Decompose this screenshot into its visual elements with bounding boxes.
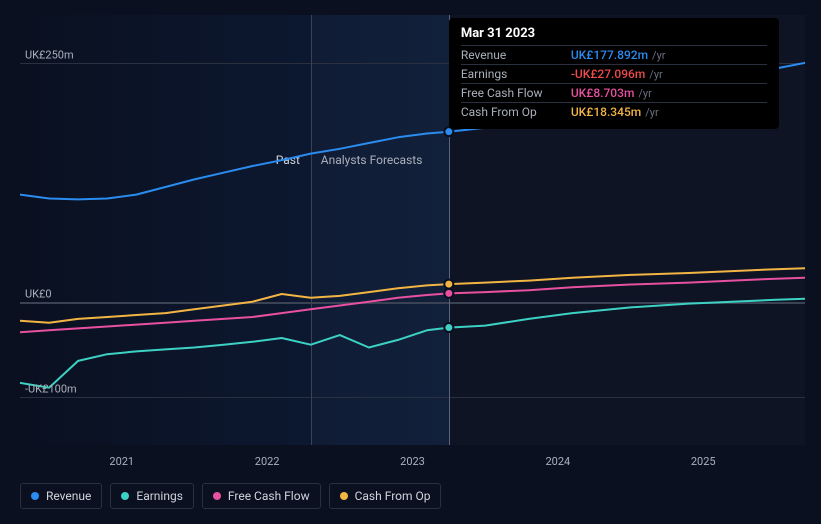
tooltip-row-label: Revenue (461, 48, 571, 62)
legend-dot-icon (121, 492, 129, 500)
y-axis-label: UK£0 (25, 287, 52, 300)
hover-marker-earnings (444, 323, 453, 332)
legend-label: Cash From Op (355, 489, 431, 503)
tooltip-row-label: Cash From Op (461, 105, 571, 119)
legend-item-fcf[interactable]: Free Cash Flow (202, 483, 321, 509)
tooltip-row-unit: /yr (652, 49, 665, 62)
legend-dot-icon (31, 492, 39, 500)
tooltip-row-value: UK£177.892m (571, 48, 648, 62)
tooltip-row: Cash From OpUK£18.345m/yr (461, 102, 767, 121)
tooltip-row-unit: /yr (649, 68, 662, 81)
x-axis-label: 2025 (691, 455, 716, 468)
legend-label: Revenue (46, 489, 91, 503)
legend-item-revenue[interactable]: Revenue (20, 483, 102, 509)
chart-legend: Revenue Earnings Free Cash Flow Cash From O… (20, 483, 441, 509)
x-axis-label: 2022 (255, 455, 280, 468)
x-axis-label: 2023 (400, 455, 425, 468)
legend-label: Free Cash Flow (228, 489, 310, 503)
hover-tooltip: Mar 31 2023 RevenueUK£177.892m/yrEarning… (449, 18, 779, 129)
tooltip-row: Earnings-UK£27.096m/yr (461, 64, 767, 83)
hover-marker-cfo (444, 280, 453, 289)
legend-item-cfo[interactable]: Cash From Op (329, 483, 442, 509)
tooltip-row: RevenueUK£177.892m/yr (461, 45, 767, 64)
tooltip-row-value: UK£8.703m (571, 86, 635, 100)
tooltip-row-value: UK£18.345m (571, 105, 641, 119)
legend-item-earnings[interactable]: Earnings (110, 483, 194, 509)
legend-dot-icon (213, 492, 221, 500)
tooltip-row-label: Free Cash Flow (461, 86, 571, 100)
tooltip-row-unit: /yr (645, 106, 658, 119)
tooltip-row-value: -UK£27.096m (571, 67, 645, 81)
legend-dot-icon (340, 492, 348, 500)
tooltip-row: Free Cash FlowUK£8.703m/yr (461, 83, 767, 102)
y-axis-label: -UK£100m (25, 383, 77, 396)
x-axis-label: 2021 (109, 455, 134, 468)
tooltip-row-label: Earnings (461, 67, 571, 81)
tooltip-date: Mar 31 2023 (461, 26, 767, 41)
x-axis-label: 2024 (545, 455, 570, 468)
financials-chart: Past Analysts Forecasts UK£250mUK£0-UK£1… (20, 15, 805, 475)
hover-marker-fcf (444, 289, 453, 298)
y-axis-label: UK£250m (25, 48, 74, 61)
series-line-earnings (20, 299, 805, 388)
legend-label: Earnings (136, 489, 183, 503)
tooltip-row-unit: /yr (638, 87, 651, 100)
